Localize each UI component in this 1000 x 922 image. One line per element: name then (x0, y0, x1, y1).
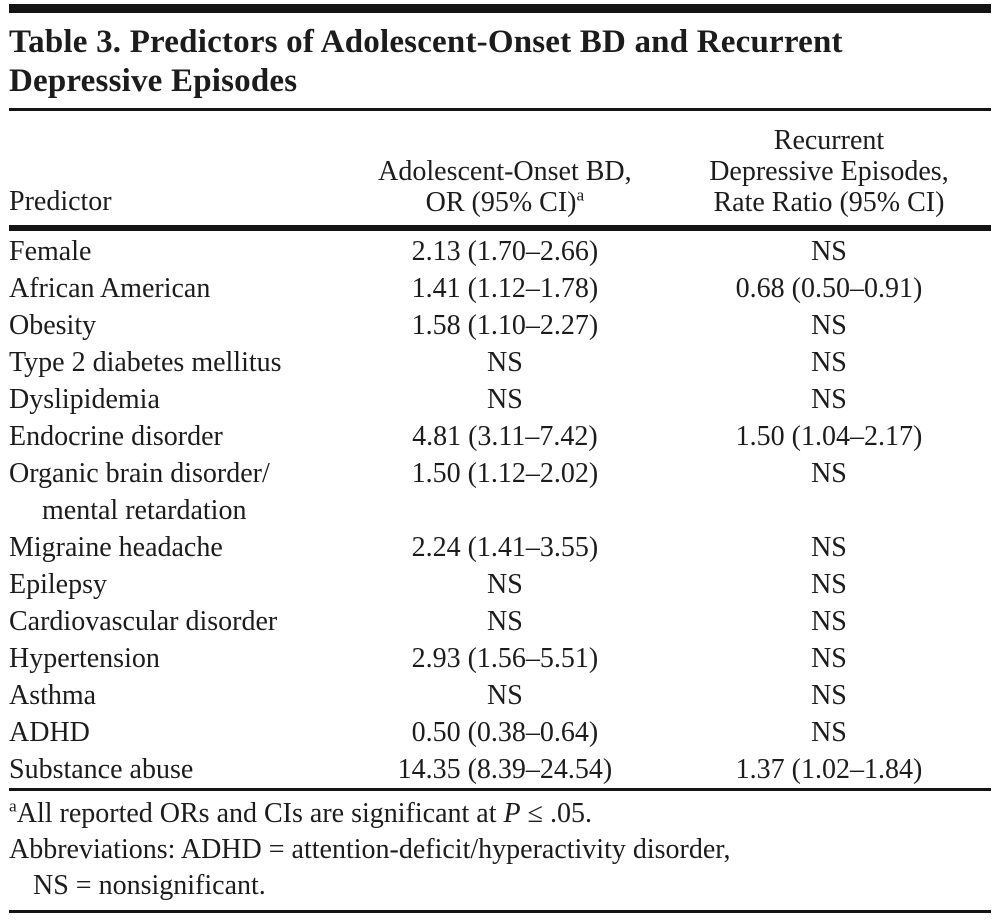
table-title-line1: Table 3. Predictors of Adolescent-Onset … (9, 24, 843, 60)
header-predictor: Predictor (9, 111, 343, 231)
predictor-cell: Cardiovascular disorder (9, 606, 278, 637)
header-or-label: OR (95% CI) (425, 187, 577, 218)
or-cell: NS (487, 569, 523, 600)
table-row: ADHD 0.50 (0.38–0.64) NS (9, 714, 991, 751)
header-or-line2: OR (95% CI)a (343, 185, 667, 218)
header-rr-line1: Recurrent (773, 125, 885, 156)
table-header: Predictor Adolescent-Onset BD, OR (95% C… (9, 111, 991, 231)
footnote-a-threshold: ≤ .05. (520, 798, 592, 829)
table-row: Type 2 diabetes mellitus NS NS (9, 344, 991, 381)
rr-cell: NS (811, 347, 847, 378)
table-body: Female 2.13 (1.70–2.66) NS African Ameri… (9, 228, 991, 788)
rr-cell: 1.37 (1.02–1.84) (735, 754, 923, 785)
table-row: Epilepsy NS NS (9, 566, 991, 603)
bottom-rule (9, 910, 991, 913)
or-cell: NS (487, 606, 523, 637)
predictor-cell: Obesity (9, 310, 97, 341)
rr-cell: NS (811, 384, 847, 415)
top-rule-thick (9, 4, 991, 13)
header-rate-ratio-column: Recurrent Depressive Episodes, Rate Rati… (666, 111, 991, 231)
rr-cell: 1.50 (1.04–2.17) (735, 421, 923, 452)
or-cell: 0.50 (0.38–0.64) (411, 717, 599, 748)
table-row: Obesity 1.58 (1.10–2.27) NS (9, 307, 991, 344)
header-rr-line2: Depressive Episodes, (709, 156, 949, 187)
rr-cell: NS (811, 680, 847, 711)
table-row: Migraine headache 2.24 (1.41–3.55) NS (9, 529, 991, 566)
or-cell: 1.41 (1.12–1.78) (411, 273, 599, 304)
predictor-cell: Hypertension (9, 643, 160, 674)
predictor-line2: mental retardation (42, 495, 247, 526)
predictor-cell: Type 2 diabetes mellitus (9, 347, 282, 378)
table-title: Table 3. Predictors of Adolescent-Onset … (9, 13, 991, 108)
title-rule (9, 108, 991, 111)
header-or-column: Adolescent-Onset BD, OR (95% CI)a (342, 111, 667, 231)
or-cell: NS (487, 680, 523, 711)
predictor-cell: Female (9, 236, 92, 267)
table-row: African American 1.41 (1.12–1.78) 0.68 (… (9, 270, 991, 307)
or-cell: 2.13 (1.70–2.66) (411, 236, 599, 267)
or-cell: NS (487, 347, 523, 378)
predictor-cell: African American (9, 273, 211, 304)
table-row: Dyslipidemia NS NS (9, 381, 991, 418)
header-row: Predictor Adolescent-Onset BD, OR (95% C… (9, 111, 991, 231)
header-or-line1: Adolescent-Onset BD, (378, 156, 632, 187)
predictor-cell: Epilepsy (9, 569, 107, 600)
predictor-cell: Dyslipidemia (9, 384, 160, 415)
rr-cell: NS (811, 569, 847, 600)
table-row: Asthma NS NS (9, 677, 991, 714)
table-row: Organic brain disorder/ mental retardati… (9, 455, 991, 529)
rr-cell: NS (811, 236, 847, 267)
table-row: Hypertension 2.93 (1.56–5.51) NS (9, 640, 991, 677)
footnote-a-text: All reported ORs and CIs are significant… (16, 798, 504, 829)
or-cell: 1.58 (1.10–2.27) (411, 310, 599, 341)
footnote-abbreviations-line2: NS = nonsignificant. (33, 870, 266, 901)
footnote-abbreviations-line1: Abbreviations: ADHD = attention-deficit/… (9, 834, 731, 865)
rr-cell: NS (811, 532, 847, 563)
header-rr-line3: Rate Ratio (95% CI) (713, 187, 945, 218)
rr-cell: NS (811, 717, 847, 748)
predictor-cell: Migraine headache (9, 532, 223, 563)
table-title-line2: Depressive Episodes (9, 63, 298, 99)
or-cell: 14.35 (8.39–24.54) (397, 754, 613, 785)
table-row: Endocrine disorder 4.81 (3.11–7.42) 1.50… (9, 418, 991, 455)
footnote-a-p-symbol: P (503, 798, 521, 829)
rr-cell: NS (811, 458, 847, 489)
rr-cell: 0.68 (0.50–0.91) (735, 273, 923, 304)
or-cell: 1.50 (1.12–2.02) (411, 458, 599, 489)
predictor-line1: Organic brain disorder/ (9, 458, 270, 489)
rr-cell: NS (811, 643, 847, 674)
footnote-rule (9, 788, 991, 791)
predictor-cell: Organic brain disorder/ mental retardati… (9, 455, 343, 529)
table-row: Substance abuse 14.35 (8.39–24.54) 1.37 … (9, 751, 991, 788)
table-row: Cardiovascular disorder NS NS (9, 603, 991, 640)
or-cell: 2.93 (1.56–5.51) (411, 643, 599, 674)
predictor-cell: Asthma (9, 680, 97, 711)
footnote-marker-a: a (576, 185, 585, 205)
predictors-table: Predictor Adolescent-Onset BD, OR (95% C… (9, 111, 991, 788)
rr-cell: NS (811, 310, 847, 341)
footnote-a: aAll reported ORs and CIs are significan… (9, 796, 991, 832)
or-cell: NS (487, 384, 523, 415)
table-row: Female 2.13 (1.70–2.66) NS (9, 228, 991, 270)
predictor-cell: Substance abuse (9, 754, 194, 785)
rr-cell: NS (811, 606, 847, 637)
footnotes: aAll reported ORs and CIs are significan… (9, 791, 991, 910)
or-cell: 2.24 (1.41–3.55) (411, 532, 599, 563)
predictor-cell: ADHD (9, 717, 90, 748)
footnote-a-marker: a (9, 796, 17, 816)
predictor-cell: Endocrine disorder (9, 421, 223, 452)
or-cell: 4.81 (3.11–7.42) (412, 421, 598, 452)
